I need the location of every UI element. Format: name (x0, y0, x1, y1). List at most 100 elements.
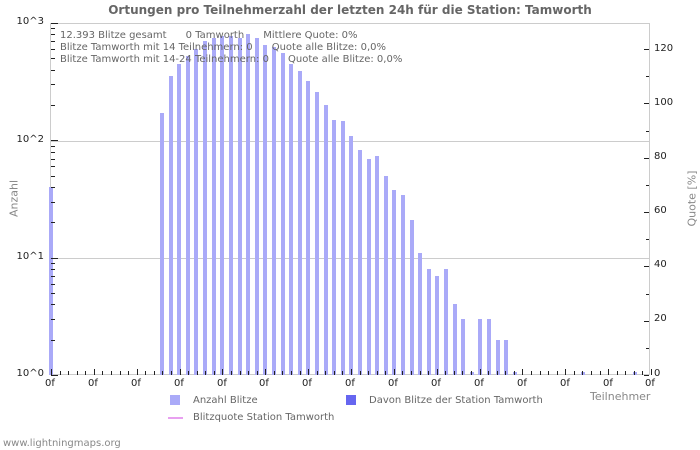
x-tick (454, 371, 455, 375)
x-tick (68, 371, 69, 375)
x-tick (94, 369, 95, 375)
x-tick-label: 0f (431, 378, 441, 389)
left-tick (51, 159, 55, 160)
x-tick (591, 371, 592, 375)
x-tick (557, 371, 558, 375)
x-tick (420, 371, 421, 375)
x-tick-label: 0f (302, 378, 312, 389)
x-tick-label: 0f (474, 378, 484, 389)
bar (246, 34, 250, 375)
x-tick (60, 371, 61, 375)
left-tick (51, 319, 55, 320)
x-tick (642, 371, 643, 375)
left-tick (51, 58, 55, 59)
x-tick (411, 371, 412, 375)
x-tick-label: 0f (345, 378, 355, 389)
x-tick (248, 371, 249, 375)
left-tick (51, 176, 55, 177)
x-tick (291, 371, 292, 375)
x-tick-label: 0f (131, 378, 141, 389)
bar (332, 119, 336, 375)
info-line-1: 12.393 Blitze gesamt 0 Tamworth Mittlere… (60, 30, 358, 41)
right-tick (644, 103, 649, 104)
x-tick (462, 371, 463, 375)
x-tick (480, 369, 481, 375)
bar (513, 372, 517, 375)
x-tick (111, 371, 112, 375)
bar (298, 70, 302, 375)
x-tick (651, 369, 652, 375)
x-tick (522, 369, 523, 375)
x-tick (634, 371, 635, 375)
bar (418, 252, 422, 375)
right-tick (646, 185, 649, 186)
y2-tick-100: 100 (654, 97, 674, 108)
bar (238, 37, 242, 375)
bar (581, 372, 585, 375)
bar (375, 155, 379, 375)
right-tick (644, 158, 649, 159)
info-line-2: Blitze Tamworth mit 14 Teilnehmern: 0 Qu… (60, 42, 386, 53)
x-tick (497, 371, 498, 375)
x-tick (582, 371, 583, 375)
x-tick (282, 371, 283, 375)
left-tick (51, 23, 58, 24)
right-tick (646, 348, 649, 349)
y2-tick-120: 120 (654, 43, 674, 54)
right-tick (644, 375, 649, 376)
y2-axis-title: Quote [%] (685, 170, 699, 227)
bar (194, 49, 198, 375)
bar (453, 304, 457, 375)
legend-label-quote: Blitzquote Station Tamworth (193, 412, 335, 423)
x-tick (51, 369, 52, 375)
x-tick-label: 0f (259, 378, 269, 389)
bar (401, 195, 405, 375)
x-tick (514, 371, 515, 375)
bar (341, 121, 345, 375)
left-tick (51, 152, 55, 153)
x-tick-label: 0f (88, 378, 98, 389)
x-tick (137, 369, 138, 375)
left-tick (51, 41, 55, 42)
x-tick (325, 371, 326, 375)
x-tick (548, 371, 549, 375)
bar (186, 56, 190, 375)
bar (410, 219, 414, 375)
x-tick (360, 371, 361, 375)
x-tick-label: 0f (174, 378, 184, 389)
x-tick-label: 0f (603, 378, 613, 389)
footer-source: www.lightningmaps.org (3, 438, 121, 449)
x-tick-label: 0f (517, 378, 527, 389)
x-tick (402, 371, 403, 375)
y2-tick-40: 40 (654, 259, 667, 270)
x-tick (342, 371, 343, 375)
left-tick (51, 375, 58, 376)
bar (289, 63, 293, 375)
left-tick (51, 146, 55, 147)
bar (461, 319, 465, 375)
bar (478, 319, 482, 375)
bar (496, 339, 500, 375)
bar (255, 38, 259, 375)
x-tick (317, 371, 318, 375)
y-tick-1000: 10^3 (16, 16, 44, 27)
left-tick (51, 105, 55, 106)
legend-label-davon: Davon Blitze der Station Tamworth (369, 395, 543, 406)
x-tick (471, 371, 472, 375)
bar (427, 269, 431, 375)
x-tick (154, 371, 155, 375)
x-tick (600, 371, 601, 375)
x-tick (488, 371, 489, 375)
right-tick (644, 321, 649, 322)
x-tick (145, 371, 146, 375)
bar (229, 35, 233, 375)
x-tick-label: 0f (217, 378, 227, 389)
legend-swatch-davon (346, 395, 356, 405)
y2-tick-0: 0 (654, 368, 661, 379)
left-tick (51, 258, 58, 259)
info-line-3: Blitze Tamworth mit 14-24 Teilnehmern: 0… (60, 54, 403, 65)
x-tick (171, 371, 172, 375)
legend-swatch-quote (168, 417, 183, 419)
x-tick (231, 371, 232, 375)
x-tick (300, 371, 301, 375)
